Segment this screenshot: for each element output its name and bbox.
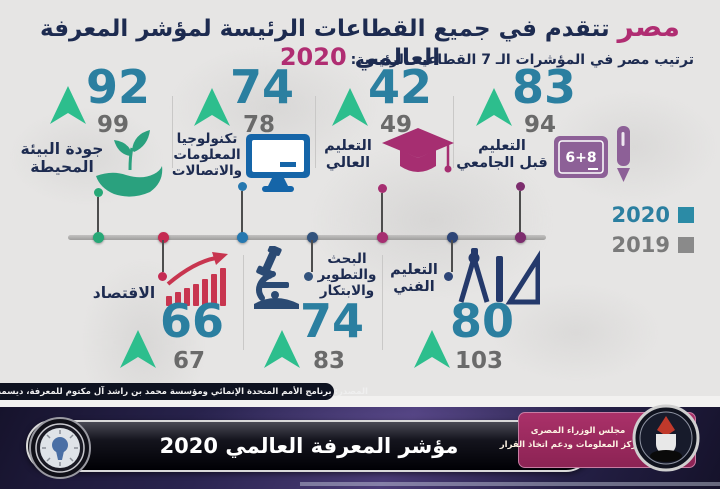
timeline-dot-pre-university [515, 232, 526, 243]
connector-line [311, 240, 313, 272]
divider [172, 96, 173, 168]
board-text: 6+8 [565, 150, 596, 166]
connector-dot [238, 182, 247, 191]
lightbulb-badge-icon [29, 417, 91, 479]
up-arrow-icon [476, 88, 512, 126]
indicator-label: التعليم العالي [324, 138, 372, 172]
rank-2020: 92 [86, 60, 151, 114]
bar-chart-icon [166, 252, 228, 306]
connector-dot [516, 182, 525, 191]
compass-icon [458, 248, 540, 305]
footer-edge-highlight [300, 482, 720, 486]
footer-banner: مؤشر المعرفة العالمي 2020 [26, 420, 592, 472]
up-arrow-icon [264, 330, 300, 368]
indicator-label: جودة البيئة المحيطة [20, 140, 104, 177]
rank-2020: 74 [230, 60, 295, 114]
connector-dot [444, 272, 453, 281]
org-line1: مجلس الوزراء المصرى [530, 426, 626, 436]
connector-line [241, 191, 243, 235]
rank-2019: 99 [97, 112, 130, 138]
title-text: تتقدم في جميع القطاعات الرئيسة لمؤشر الم… [40, 16, 610, 71]
connector-dot [158, 272, 167, 281]
org-text: مجلس الوزراء المصرى مركز المعلومات ودعم … [499, 424, 642, 453]
indicator-label: البحث والتطوير والابتكار [317, 251, 377, 299]
rank-2020: 42 [368, 60, 433, 114]
connector-line [162, 240, 164, 272]
up-arrow-icon [120, 330, 156, 368]
connector-line [97, 197, 99, 235]
rank-2020: 80 [450, 294, 515, 348]
rank-2019: 67 [173, 348, 206, 374]
monitor-icon [246, 134, 310, 192]
indicator-label: التعليم الفني [390, 262, 438, 296]
graduation-cap-icon [382, 128, 454, 173]
org-line2: مركز المعلومات ودعم اتخاذ القرار [499, 440, 642, 451]
timeline-dot-economy [158, 232, 169, 243]
connector-dot [304, 272, 313, 281]
up-arrow-icon [332, 88, 368, 126]
connector-line [519, 191, 521, 235]
rank-2019: 49 [380, 112, 413, 138]
source-strip: المصدر: برنامج الأمم المتحدة الإنمائي وم… [0, 383, 368, 400]
footer-banner-text: مؤشر المعرفة العالمي 2020 [159, 434, 459, 458]
connector-line [451, 240, 453, 272]
timeline-dot-environment [93, 232, 104, 243]
indicator-label: الاقتصاد [92, 284, 156, 302]
legend-2019-swatch [678, 237, 694, 253]
timeline-dot-ict [237, 232, 248, 243]
timeline-dot-rdi [307, 232, 318, 243]
rank-2019: 94 [524, 112, 557, 138]
rank-2019: 78 [243, 112, 276, 138]
divider [243, 255, 244, 350]
up-arrow-icon [194, 88, 230, 126]
connector-dot [94, 188, 103, 197]
connector-dot [378, 184, 387, 193]
legend-2020-swatch [678, 207, 694, 223]
board-pen-icon: 6+8 [554, 126, 630, 182]
legend-2019-label: 2019 [611, 233, 670, 257]
indicator-label: تكنولوجيا المعلومات والاتصالات [171, 131, 243, 179]
title-highlight: مصر [617, 10, 680, 43]
up-arrow-icon [50, 86, 86, 124]
divider [382, 255, 383, 350]
source-band [0, 396, 720, 407]
hand-plant-icon [96, 130, 163, 197]
timeline-dot-technical-education [447, 232, 458, 243]
rank-2019: 103 [455, 348, 504, 374]
divider [453, 96, 454, 168]
indicator-label: التعليم قبل الجامعي [456, 138, 548, 172]
legend-2019: 2019 [598, 232, 694, 258]
rank-2020: 74 [300, 294, 365, 348]
rank-2020: 83 [512, 60, 577, 114]
subtitle: ترتيب مصر في المؤشرات الـ 7 القطاعية الر… [350, 52, 694, 68]
legend-2020-label: 2020 [611, 203, 670, 227]
legend-2020: 2020 [598, 202, 694, 228]
microscope-icon [254, 246, 299, 309]
rank-2019: 83 [313, 348, 346, 374]
up-arrow-icon [414, 330, 450, 368]
divider [315, 96, 316, 168]
egypt-eagle-emblem-icon [632, 404, 700, 472]
rank-2020: 66 [160, 294, 225, 348]
page-title: مصر تتقدم في جميع القطاعات الرئيسة لمؤشر… [0, 10, 720, 71]
title-year: 2020 [279, 43, 347, 71]
source-text: المصدر: برنامج الأمم المتحدة الإنمائي وم… [0, 386, 368, 397]
timeline-dot-higher-education [377, 232, 388, 243]
connector-line [381, 193, 383, 235]
